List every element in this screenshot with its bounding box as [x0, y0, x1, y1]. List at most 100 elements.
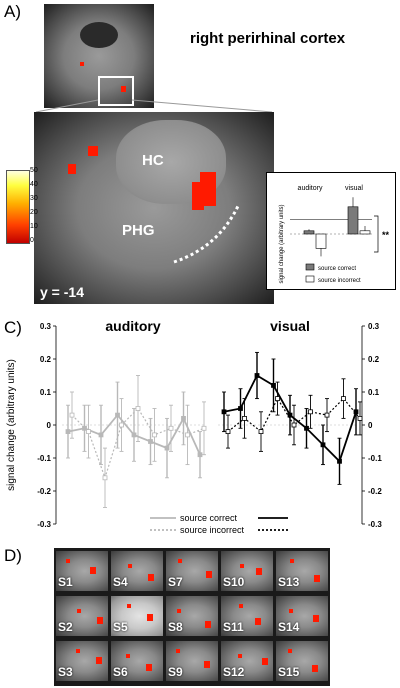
- subject-slice: S4: [111, 551, 163, 591]
- data-point: [258, 429, 264, 434]
- activation-cluster: [289, 609, 293, 613]
- data-point: [254, 373, 260, 378]
- activation-cluster: [88, 146, 98, 156]
- data-point: [287, 412, 293, 418]
- data-point: [65, 429, 71, 434]
- data-point: [119, 422, 124, 428]
- activation-cluster: [290, 559, 294, 563]
- coronal-brain-thumbnail: [44, 4, 154, 108]
- activation-cluster: [178, 559, 182, 563]
- legend-swatch: [305, 275, 315, 283]
- activation-cluster: [80, 62, 84, 66]
- bar-category-label: visual: [345, 185, 363, 192]
- data-point: [320, 442, 326, 448]
- bar-category-label: auditory: [298, 185, 323, 192]
- subject-slice: S2: [56, 596, 108, 636]
- subject-label: S11: [223, 620, 244, 634]
- data-point: [337, 458, 342, 464]
- activation-cluster: [128, 564, 132, 568]
- y-tick-label: 0.2: [40, 355, 52, 364]
- activation-cluster: [255, 618, 261, 625]
- legend-label: source incorrect: [318, 278, 361, 284]
- panel-d-letter: D): [4, 546, 22, 565]
- colorbar-tick: 40: [30, 181, 38, 188]
- subject-label: S4: [113, 575, 128, 589]
- activation-cluster: [206, 571, 212, 578]
- subject-slice: S14: [276, 596, 328, 636]
- bar: [315, 233, 327, 249]
- activation-cluster: [312, 665, 318, 672]
- y-tick-label: 0.2: [368, 355, 380, 364]
- y-tick-label: 0.3: [40, 322, 52, 331]
- panel-b-box: signal change (arbitrary units) auditory…: [266, 172, 396, 290]
- activation-cluster: [96, 657, 102, 664]
- slice-coordinate-label: y = -14: [40, 284, 84, 300]
- data-point: [197, 452, 203, 458]
- bar-chart: signal change (arbitrary units) auditory…: [266, 172, 396, 290]
- subject-label: S7: [168, 575, 183, 589]
- data-point: [357, 416, 363, 421]
- colorbar: [6, 170, 30, 244]
- y-tick-label: 0.1: [40, 388, 52, 397]
- region-title: right perirhinal cortex: [190, 30, 346, 47]
- data-point: [98, 432, 104, 438]
- subject-label: S13: [278, 575, 300, 589]
- data-point: [308, 409, 313, 415]
- activation-cluster: [200, 172, 216, 206]
- data-point: [115, 412, 120, 418]
- zoomed-brain-slice: HC PHG y = -14: [34, 112, 274, 304]
- activation-cluster: [127, 604, 131, 608]
- subject-label: S12: [223, 665, 245, 679]
- zoom-selection-box: [98, 76, 134, 106]
- subject-slice: S6: [111, 641, 163, 681]
- activation-cluster: [288, 649, 292, 653]
- data-point: [164, 445, 170, 451]
- legend-label: source incorrect: [180, 525, 245, 535]
- activation-cluster: [204, 661, 210, 668]
- activation-cluster: [177, 609, 181, 613]
- subject-label: S8: [168, 620, 183, 634]
- y-tick-label: 0: [368, 421, 373, 430]
- subject-slice: S8: [166, 596, 218, 636]
- y-tick-label: 0: [47, 421, 52, 430]
- series-line: [227, 397, 361, 433]
- group-title: visual: [270, 318, 310, 334]
- data-point: [242, 416, 247, 421]
- zoom-connector-lines: [35, 99, 273, 113]
- legend-swatch: [305, 263, 315, 271]
- data-point: [291, 422, 297, 428]
- subject-slice: S10: [221, 551, 273, 591]
- colorbar-tick: 50: [30, 167, 38, 174]
- collateral-sulcus-dotted-line: [173, 203, 241, 264]
- activation-cluster: [97, 617, 103, 624]
- data-point: [181, 416, 186, 421]
- y-tick-label: 0.3: [368, 322, 380, 331]
- y-tick-label: 0.1: [368, 388, 380, 397]
- activation-cluster: [176, 649, 180, 653]
- subject-slice: S13: [276, 551, 328, 591]
- subject-slice: S7: [166, 551, 218, 591]
- data-point: [324, 412, 330, 418]
- activation-cluster: [313, 615, 319, 622]
- line-chart-ylabel: signal change (arbitrary units): [6, 359, 17, 491]
- subject-slice: S9: [166, 641, 218, 681]
- colorbar-tick: 20: [30, 209, 38, 216]
- data-point: [131, 432, 137, 438]
- subject-slice: S15: [276, 641, 328, 681]
- data-point: [225, 429, 231, 434]
- subject-label: S14: [278, 620, 300, 634]
- y-tick-label: -0.1: [37, 454, 51, 463]
- bar-chart-ylabel: signal change (arbitrary units): [279, 204, 285, 283]
- activation-cluster: [68, 164, 76, 174]
- activation-cluster: [240, 564, 244, 568]
- subject-slice: S3: [56, 641, 108, 681]
- colorbar-tick: 0: [30, 237, 34, 244]
- significance-bracket: [374, 215, 379, 253]
- activation-cluster: [262, 658, 268, 665]
- data-point: [304, 425, 309, 431]
- subject-label: S2: [58, 620, 73, 634]
- panel-c-letter: C): [4, 318, 22, 337]
- activation-cluster: [76, 649, 80, 653]
- y-tick-label: -0.3: [37, 520, 51, 529]
- activation-cluster: [147, 614, 153, 621]
